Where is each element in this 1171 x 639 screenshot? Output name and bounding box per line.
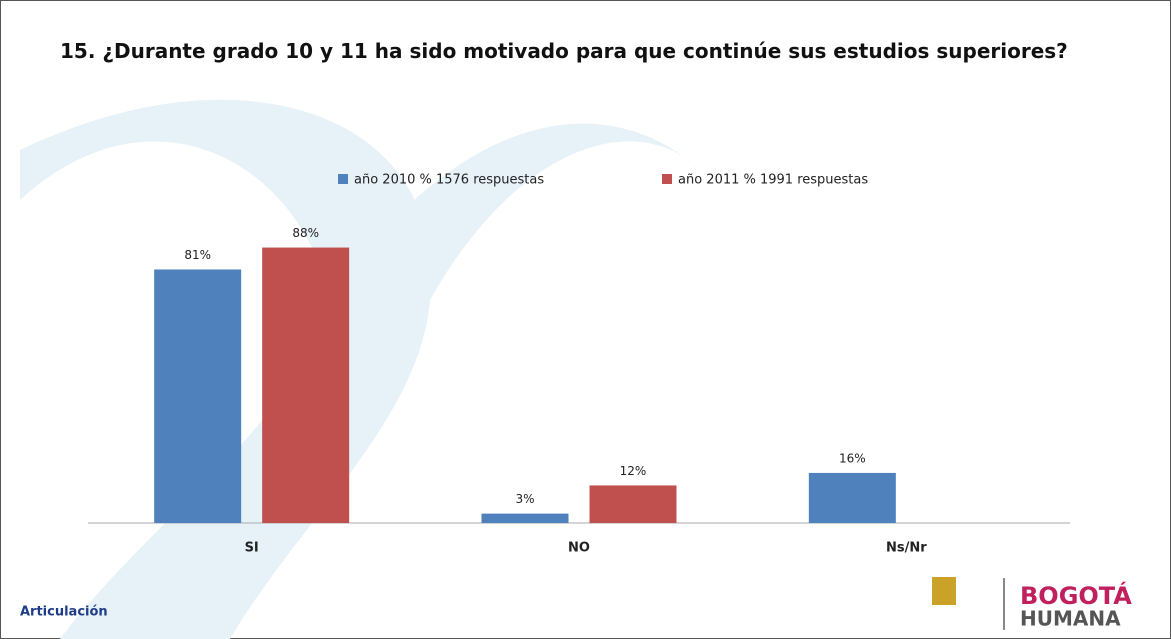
x-tick-label: NO bbox=[568, 541, 590, 556]
data-label: 16% bbox=[839, 451, 866, 465]
data-label: 81% bbox=[184, 248, 211, 262]
bar bbox=[808, 472, 896, 523]
x-tick-label: Ns/Nr bbox=[886, 541, 927, 556]
logo-text: HUMANA bbox=[1020, 607, 1121, 631]
bar bbox=[589, 485, 677, 523]
chart-title: 15. ¿Durante grado 10 y 11 ha sido motiv… bbox=[60, 39, 1068, 63]
logo-crest bbox=[932, 577, 956, 605]
background-shape bbox=[20, 99, 432, 639]
legend-label: año 2010 % 1576 respuestas bbox=[354, 173, 544, 188]
bar bbox=[154, 269, 242, 523]
background-shape bbox=[330, 123, 700, 300]
logo-text: Articulación bbox=[20, 605, 108, 620]
data-label: 3% bbox=[515, 492, 534, 506]
data-label: 12% bbox=[620, 464, 647, 478]
x-tick-label: SI bbox=[245, 541, 259, 556]
bar bbox=[262, 247, 350, 523]
legend-label: año 2011 % 1991 respuestas bbox=[678, 173, 868, 188]
bar bbox=[481, 513, 569, 523]
data-label: 88% bbox=[292, 226, 319, 240]
legend-swatch bbox=[662, 174, 672, 184]
logo-text: BOGOTÁ bbox=[1020, 581, 1132, 610]
legend-swatch bbox=[338, 174, 348, 184]
